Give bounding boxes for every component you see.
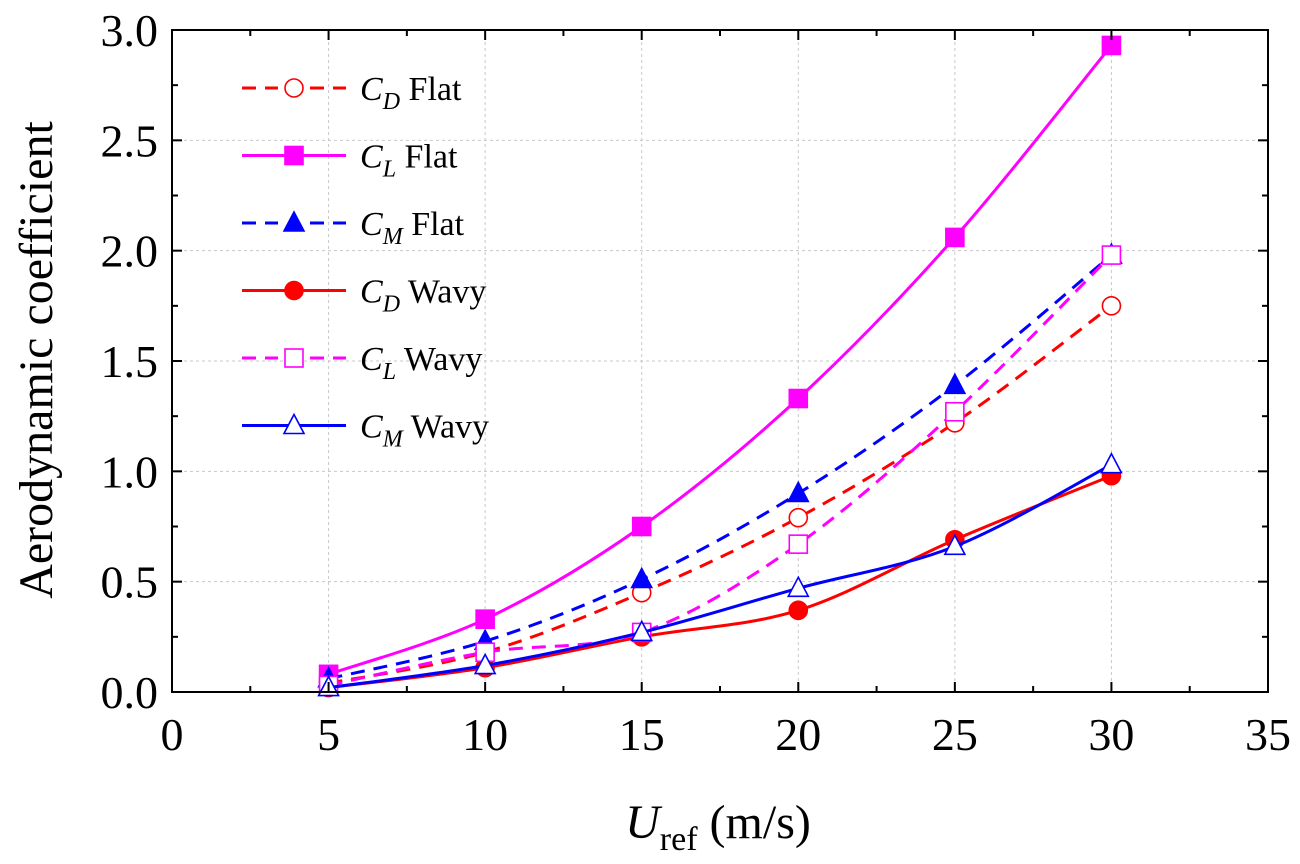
legend-marker xyxy=(284,145,304,166)
y-tick-label: 0.0 xyxy=(101,667,159,718)
legend-item-cm-flat: CM Flat xyxy=(242,206,465,250)
legend-marker xyxy=(284,78,304,98)
legend-item-cd-flat: CD Flat xyxy=(242,71,462,115)
data-point-cm-flat xyxy=(786,480,810,503)
series-cm-wavy xyxy=(317,451,1123,697)
legend: CD Flat CL Flat CM Flat CD Wavy CL Wavy CM Wa… xyxy=(242,71,489,453)
data-point-cm-wavy xyxy=(786,575,810,598)
y-tick-label: 2.5 xyxy=(101,115,159,166)
legend-label: CD Flat xyxy=(360,71,462,115)
x-axis-title-unit: (m/s) xyxy=(698,796,811,849)
y-axis-title: Aerodynamic coefficient xyxy=(10,121,63,599)
data-point-cm-wavy xyxy=(630,619,654,642)
y-tick-label: 3.0 xyxy=(101,5,159,56)
x-tick-label: 30 xyxy=(1088,709,1134,760)
y-tick-label: 0.5 xyxy=(101,557,159,608)
data-point-cd-flat xyxy=(788,507,809,528)
legend-marker xyxy=(282,412,306,435)
x-tick-label: 25 xyxy=(932,709,978,760)
data-point-cm-flat xyxy=(630,566,654,589)
legend-item-cl-wavy: CL Wavy xyxy=(242,341,482,385)
data-point-cd-wavy xyxy=(788,600,809,621)
data-point-cl-flat xyxy=(475,609,495,629)
data-point-cm-flat xyxy=(943,372,967,395)
legend-item-cm-wavy: CM Wavy xyxy=(242,409,489,453)
ticks: 0 5 10 15 20 25 30 35 0.0 0.5 1.0 1.5 2.0 2.5 3.0 xyxy=(101,5,1292,760)
series-line-cd-wavy xyxy=(328,474,1112,690)
data-point-cl-wavy xyxy=(788,534,809,554)
x-tick-label: 0 xyxy=(161,709,184,760)
data-point-cl-flat xyxy=(631,516,652,537)
series-line-cm-wavy xyxy=(328,463,1113,690)
legend-marker xyxy=(282,210,306,232)
x-axis-title: Uref (m/s) xyxy=(625,796,811,858)
x-tick-label: 5 xyxy=(317,709,340,760)
series-cl-wavy xyxy=(318,245,1122,696)
data-point-cl-flat xyxy=(788,388,809,409)
series-layer xyxy=(317,35,1123,698)
series-line-cl-wavy xyxy=(328,254,1113,687)
legend-marker xyxy=(284,280,304,301)
y-tick-label: 1.5 xyxy=(101,336,159,387)
x-tick-label: 20 xyxy=(775,709,821,760)
y-tick-label: 2.0 xyxy=(101,226,159,277)
x-tick-label: 10 xyxy=(462,709,508,760)
x-axis-title-symbol: U xyxy=(625,796,663,849)
data-point-cm-wavy xyxy=(473,652,497,675)
legend-marker xyxy=(284,348,304,368)
legend-label: CM Flat xyxy=(360,206,465,250)
data-point-cl-wavy xyxy=(945,401,965,422)
data-point-cm-wavy xyxy=(1100,451,1123,474)
x-tick-label: 35 xyxy=(1245,709,1291,760)
legend-label: CD Wavy xyxy=(360,274,486,318)
data-point-cl-wavy xyxy=(1101,245,1122,265)
legend-item-cd-wavy: CD Wavy xyxy=(242,274,486,318)
y-tick-label: 1.0 xyxy=(101,446,159,497)
data-point-cd-flat xyxy=(1101,296,1122,316)
legend-label: CM Wavy xyxy=(360,409,489,453)
legend-label: CL Wavy xyxy=(360,341,482,385)
x-tick-label: 15 xyxy=(619,709,665,760)
grid xyxy=(172,30,1268,692)
legend-item-cl-flat: CL Flat xyxy=(242,139,458,183)
x-axis-title-sub: ref xyxy=(660,821,698,858)
data-point-cm-wavy xyxy=(943,533,967,556)
data-point-cl-flat xyxy=(945,227,965,248)
legend-label: CL Flat xyxy=(360,139,458,183)
series-line-cm-flat xyxy=(328,253,1113,681)
